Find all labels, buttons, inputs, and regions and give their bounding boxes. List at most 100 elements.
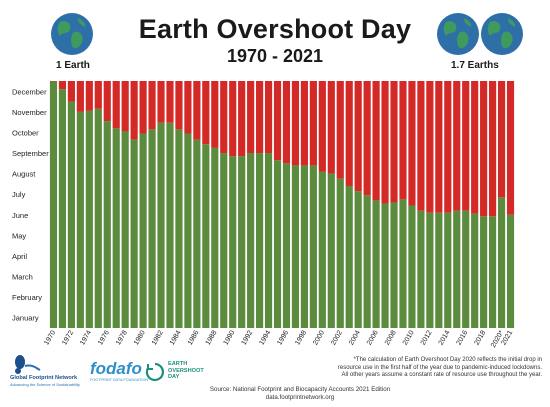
bar-red: [506, 81, 515, 215]
bar-green: [282, 163, 291, 328]
bar-red: [309, 81, 317, 166]
bar-red: [211, 81, 219, 148]
source-line: Source: National Footprint and Biocapaci…: [209, 386, 391, 393]
x-tick-label: 1998: [294, 329, 308, 346]
bar-red: [184, 81, 192, 134]
bar-red: [363, 81, 371, 196]
bar-red: [139, 81, 147, 134]
bar-green: [157, 122, 165, 328]
x-tick-label: 1980: [133, 329, 147, 346]
x-tick-label: 2016: [456, 329, 470, 346]
bar-green: [336, 178, 344, 328]
bar-green: [175, 129, 183, 328]
footnote-line: All other years assume a constant rate o…: [341, 372, 542, 379]
bar-green: [497, 197, 506, 328]
bar-red: [354, 81, 362, 192]
bar-red: [372, 81, 380, 201]
y-tick-label: March: [12, 273, 33, 282]
bar-green: [264, 153, 273, 328]
bar-green: [453, 210, 461, 328]
x-tick-label: 1978: [115, 329, 129, 346]
x-tick-label: 1992: [241, 329, 255, 346]
bar-green: [345, 185, 353, 328]
bar-red: [130, 81, 138, 140]
globe-icon: [51, 13, 93, 55]
bar-red: [112, 81, 120, 129]
y-tick-label: January: [12, 314, 39, 323]
bar-green: [211, 147, 219, 328]
bar-green: [220, 153, 228, 328]
source-line: data.footprintnetwork.org: [265, 394, 335, 401]
logo-eod-line: EARTH: [168, 361, 188, 367]
logo-gfn-name: Global Footprint Network: [10, 375, 78, 381]
bar-green: [309, 165, 317, 328]
bar-green: [408, 205, 416, 328]
earth-left-label: 1 Earth: [56, 60, 90, 71]
bar-red: [238, 81, 246, 157]
x-tick-label: 2000: [312, 329, 326, 346]
x-tick-label: 2012: [420, 329, 434, 346]
bar-red: [256, 81, 264, 154]
y-tick-label: October: [12, 128, 39, 137]
bar-red: [85, 81, 93, 111]
bar-green: [121, 131, 129, 328]
bar-green: [390, 202, 398, 328]
bar-green: [112, 128, 120, 328]
globe-icon: [481, 13, 523, 55]
bar-red: [103, 81, 111, 122]
bar-green: [381, 203, 389, 328]
bar-green: [166, 122, 174, 328]
logo-fodafo-tagline: FOOTPRINT DATA FOUNDATION: [90, 378, 149, 382]
x-tick-label: 2006: [366, 329, 380, 346]
bar-red: [435, 81, 443, 213]
logo-fodafo: fodafo: [90, 359, 142, 378]
bar-red: [148, 81, 156, 130]
logo-eod-line: DAY: [168, 374, 180, 381]
bar-red: [417, 81, 425, 211]
bar-red: [273, 81, 282, 161]
bar-green: [480, 216, 488, 328]
bar-red: [336, 81, 344, 179]
bar-red: [229, 81, 237, 157]
bar-red: [426, 81, 434, 213]
globe-icon: [437, 13, 479, 55]
bar-green: [58, 89, 67, 328]
bar-red: [345, 81, 353, 186]
bar-green: [354, 191, 362, 328]
x-tick-label: 2018: [474, 329, 488, 346]
bar-red: [94, 81, 102, 109]
bar-green: [435, 212, 443, 328]
footnote-line: resource use in the first half of the ye…: [337, 364, 542, 371]
footprint-logo-icon: [15, 355, 41, 374]
bar-green: [372, 200, 380, 328]
bar-red: [444, 81, 452, 213]
bar-green: [300, 165, 308, 328]
logo-gfn-tagline: Advancing the Science of Sustainability: [10, 382, 80, 387]
bar-green: [85, 110, 93, 329]
bar-green: [238, 156, 246, 328]
bar-green: [506, 214, 515, 328]
x-tick-label: 2014: [438, 329, 452, 346]
x-tick-label: 2002: [330, 329, 344, 346]
bar-red: [76, 81, 84, 112]
bar-red: [489, 81, 497, 217]
y-tick-label: July: [12, 190, 26, 199]
x-tick-label: 1976: [97, 329, 111, 346]
y-tick-label: May: [12, 231, 26, 240]
y-tick-label: February: [12, 293, 42, 302]
chart-title: Earth Overshoot Day: [138, 14, 412, 44]
bar-green: [94, 108, 102, 328]
bar-red: [202, 81, 210, 145]
x-tick-label: 1988: [205, 329, 219, 346]
logo-eod-line: OVERSHOOT: [168, 367, 204, 374]
bar-green: [318, 171, 326, 328]
bar-green: [67, 101, 75, 328]
footnote-line: *The calculation of Earth Overshoot Day …: [353, 357, 542, 363]
bar-red: [166, 81, 174, 123]
bar-green: [139, 133, 147, 328]
overshoot-day-logo-icon: [145, 362, 164, 382]
bar-green: [291, 165, 300, 328]
chart-source: Source: National Footprint and Biocapaci…: [200, 386, 400, 402]
bar-green: [462, 210, 470, 328]
